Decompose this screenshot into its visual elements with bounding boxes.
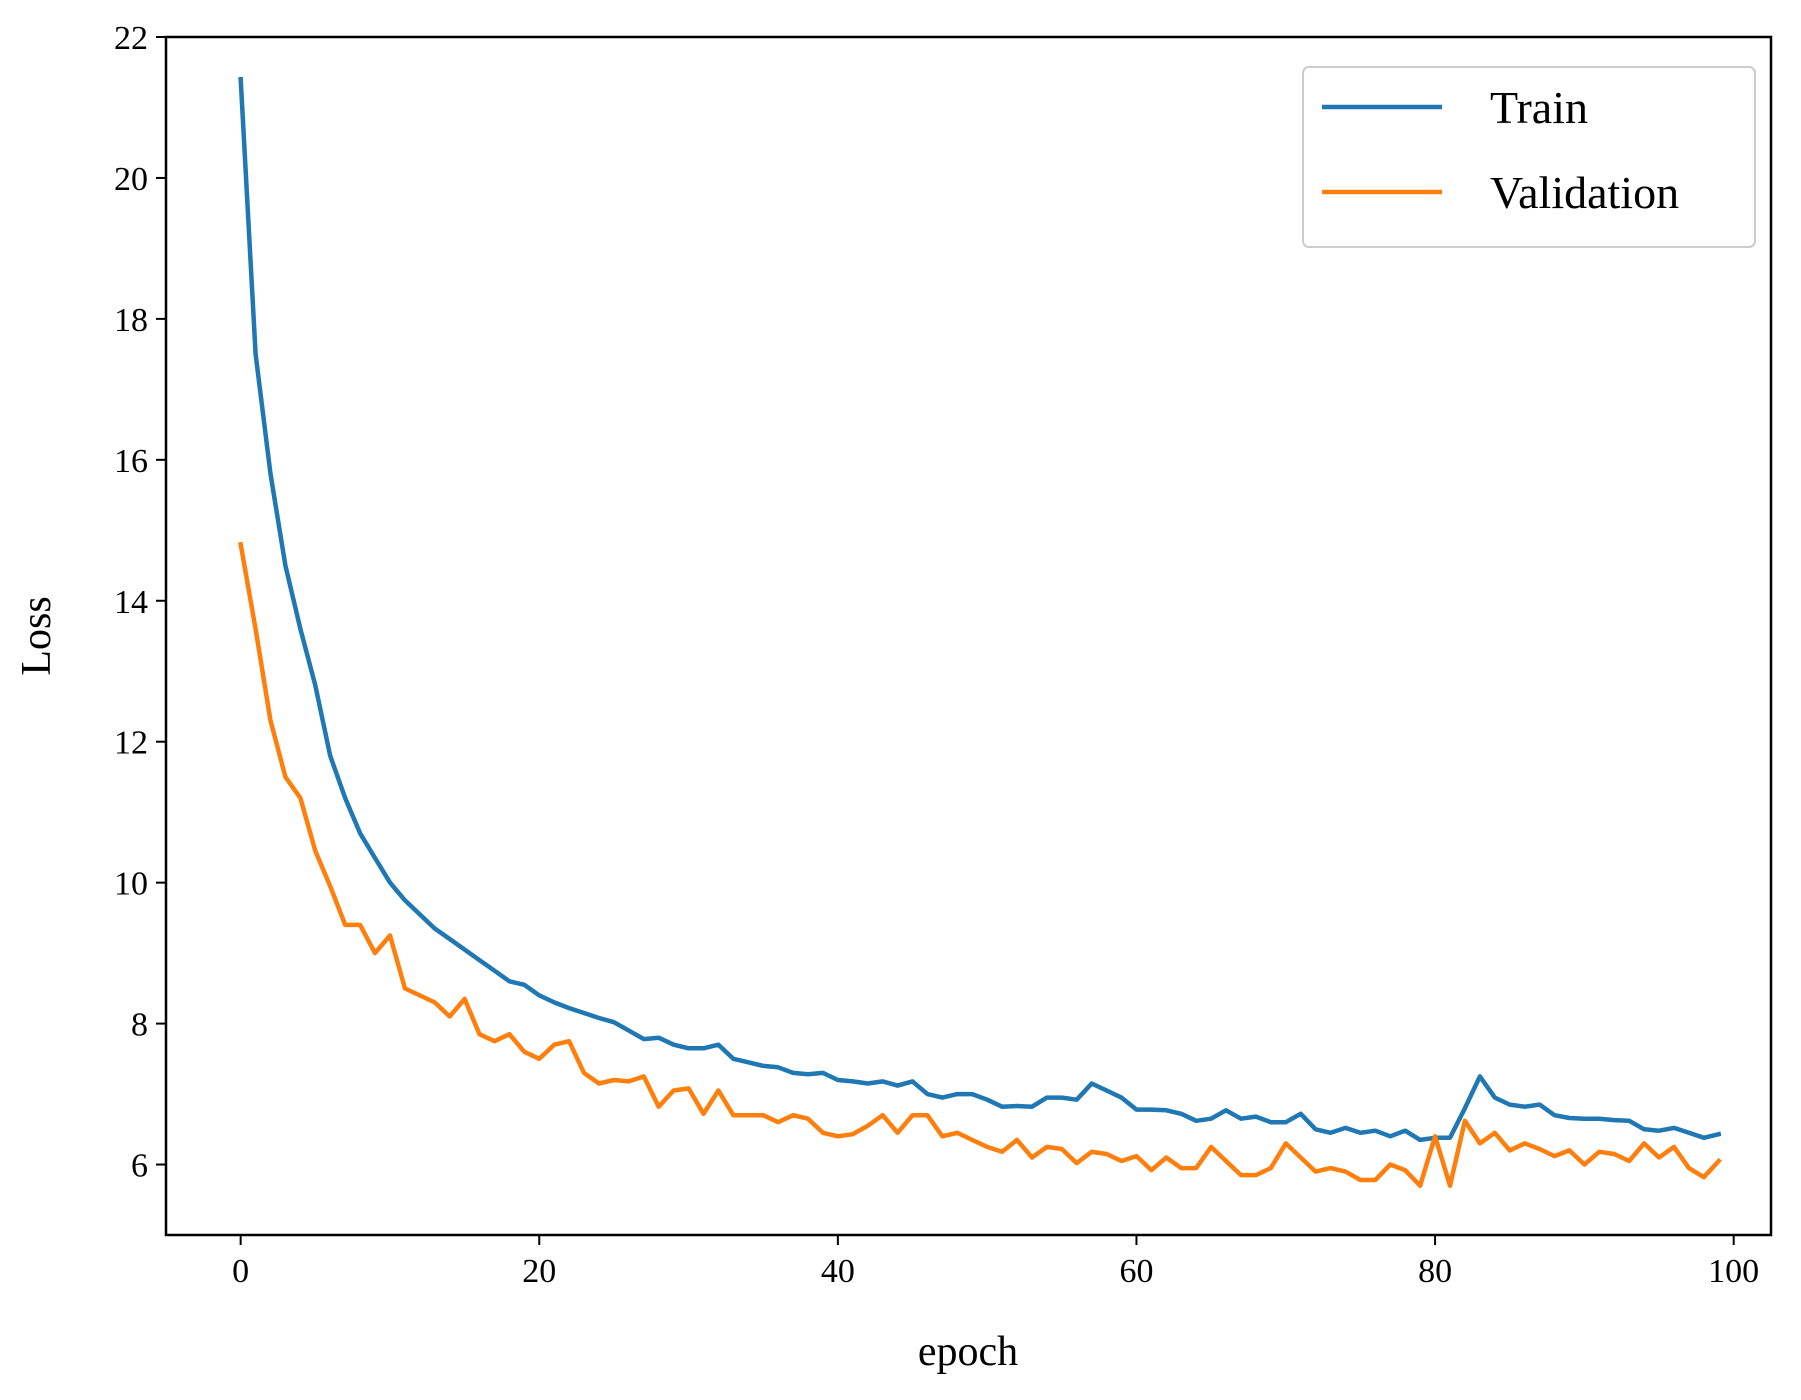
y-tick-label: 18: [114, 302, 148, 339]
y-axis-label: Loss: [14, 596, 60, 675]
legend: Train Validation: [1302, 66, 1756, 248]
y-tick-label: 6: [131, 1148, 148, 1185]
x-tick-label: 40: [821, 1253, 855, 1290]
series-line-validation: [238, 541, 1722, 1188]
series-line-train: [238, 76, 1722, 1143]
y-tick-label: 8: [131, 1007, 148, 1044]
plot-frame: [164, 35, 1773, 1237]
x-axis-label: epoch: [918, 1329, 1018, 1375]
legend-box: [1302, 66, 1756, 248]
plot-lines: [238, 76, 1722, 1188]
legend-label-train: Train: [1490, 82, 1588, 133]
y-tick-label: 12: [114, 725, 148, 762]
legend-label-validation: Validation: [1490, 167, 1679, 218]
x-tick-label: 0: [232, 1253, 249, 1290]
y-tick-label: 14: [114, 584, 148, 621]
y-tick-label: 16: [114, 443, 148, 480]
y-tick-label: 22: [114, 20, 148, 57]
y-tick-label: 20: [114, 161, 148, 198]
x-tick-label: 60: [1119, 1253, 1153, 1290]
x-axis-ticks: 0 20 40 60 80 100: [232, 1235, 1759, 1290]
y-tick-label: 10: [114, 866, 148, 903]
y-axis-ticks: 6 8 10 12 14 16 18 20 22: [114, 20, 166, 1185]
x-tick-label: 80: [1418, 1253, 1452, 1290]
x-tick-label: 100: [1708, 1253, 1759, 1290]
x-tick-label: 20: [522, 1253, 556, 1290]
